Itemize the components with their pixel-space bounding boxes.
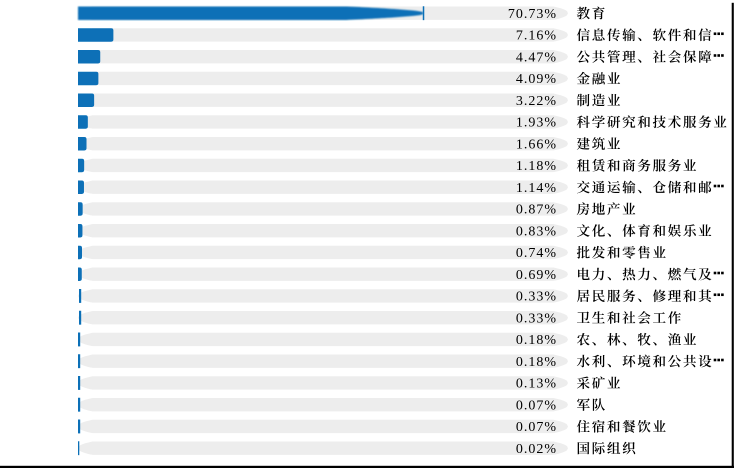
svg-text:1.14%: 1.14%: [516, 181, 557, 196]
svg-text:0.69%: 0.69%: [516, 268, 557, 283]
svg-text:1.18%: 1.18%: [516, 159, 557, 174]
svg-text:0.18%: 0.18%: [516, 333, 557, 348]
svg-text:0.18%: 0.18%: [516, 355, 557, 370]
svg-text:7.16%: 7.16%: [516, 29, 557, 44]
svg-text:0.33%: 0.33%: [516, 311, 557, 326]
svg-text:4.09%: 4.09%: [516, 72, 557, 87]
svg-text:70.73%: 70.73%: [508, 7, 557, 22]
svg-text:1.66%: 1.66%: [516, 137, 557, 152]
svg-text:1.93%: 1.93%: [516, 116, 557, 131]
svg-text:0.02%: 0.02%: [516, 442, 557, 457]
svg-text:0.13%: 0.13%: [516, 377, 557, 392]
svg-text:0.07%: 0.07%: [516, 398, 557, 413]
svg-text:4.47%: 4.47%: [516, 50, 557, 65]
svg-text:0.07%: 0.07%: [516, 420, 557, 435]
svg-text:0.87%: 0.87%: [516, 203, 557, 218]
svg-text:3.22%: 3.22%: [516, 94, 557, 109]
svg-text:0.74%: 0.74%: [516, 246, 557, 261]
svg-text:0.83%: 0.83%: [516, 224, 557, 239]
svg-text:0.33%: 0.33%: [516, 290, 557, 305]
